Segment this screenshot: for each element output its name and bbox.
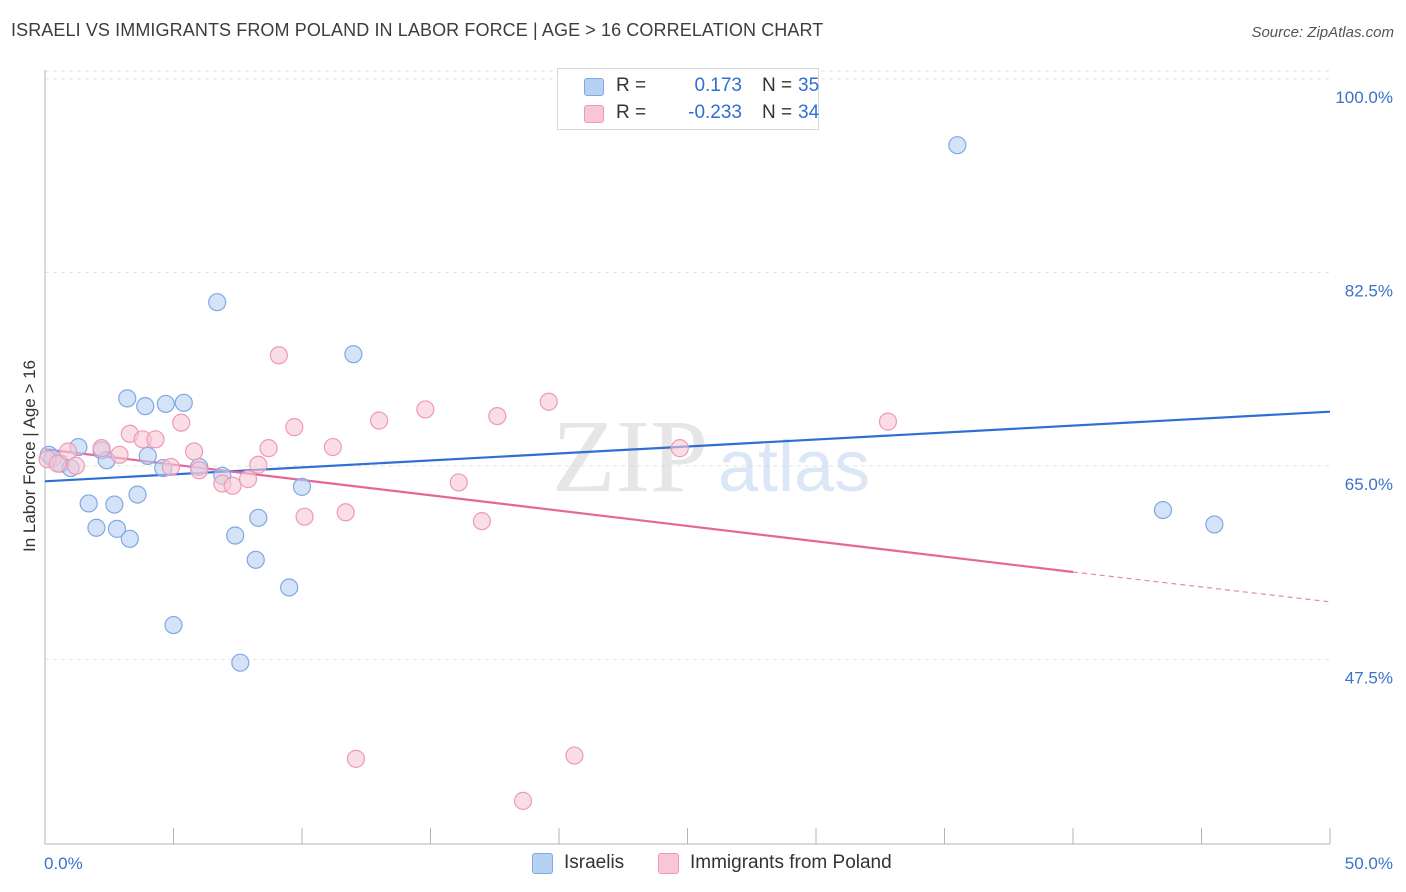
n-label: N = — [762, 75, 793, 96]
poland-point — [48, 454, 67, 473]
israelis-swatch — [532, 853, 553, 874]
poland-point — [66, 456, 85, 475]
poland-point — [565, 746, 584, 765]
poland-point — [146, 430, 165, 449]
poland-point — [285, 418, 304, 437]
israelis-point — [128, 485, 147, 504]
israelis-point — [120, 529, 139, 548]
poland-point — [323, 437, 342, 457]
israelis-point — [344, 345, 363, 364]
israelis-point — [226, 526, 245, 545]
poland-point — [190, 461, 209, 480]
source-credit: Source: ZipAtlas.com — [1251, 24, 1394, 41]
legend-label: Israelis — [564, 852, 625, 873]
poland-point — [259, 439, 278, 458]
correlation-legend: R = 0.173 N = 35 R = -0.233 N = 34 — [557, 68, 819, 130]
r-value: 0.173 — [694, 75, 742, 96]
r-label: R = — [616, 102, 647, 123]
y-tick-label: 100.0% — [1335, 88, 1393, 107]
poland-point — [269, 346, 288, 365]
poland-point — [161, 457, 181, 477]
poland-trend-line-extrapolated — [1072, 571, 1331, 603]
tick-labels: 47.5% 65.0% 82.5% 100.0% 0.0% 50.0% — [44, 88, 1393, 873]
legend-label: Immigrants from Poland — [690, 852, 892, 873]
israelis-point — [948, 136, 967, 155]
israelis-point — [107, 519, 127, 538]
poland-point — [416, 400, 435, 419]
poland-point — [59, 442, 78, 461]
poland-point — [449, 473, 468, 492]
watermark-zip: ZIP — [552, 399, 708, 514]
poland-swatch — [658, 853, 679, 874]
israelis-point — [87, 518, 106, 537]
poland-swatch — [584, 105, 604, 123]
n-label: N = — [762, 102, 793, 123]
israelis-point — [174, 393, 193, 412]
israelis-point — [1153, 500, 1173, 520]
israelis-point — [79, 494, 98, 513]
poland-point — [878, 412, 898, 431]
x-tick-label: 50.0% — [1345, 854, 1393, 873]
poland-point — [172, 413, 191, 432]
y-tick-label: 65.0% — [1345, 475, 1393, 494]
watermark: ZIP atlas — [552, 399, 870, 514]
israelis-swatch — [584, 78, 604, 96]
r-label: R = — [616, 75, 647, 96]
israelis-point — [292, 477, 312, 496]
poland-point — [513, 791, 533, 810]
israelis-point — [156, 394, 175, 414]
y-axis-label: In Labor Force | Age > 16 — [20, 360, 39, 552]
poland-point — [110, 445, 129, 464]
data-points — [38, 136, 1224, 810]
poland-point — [346, 749, 366, 768]
israelis-point — [138, 446, 157, 465]
israelis-point — [136, 397, 155, 416]
poland-point — [92, 439, 111, 458]
israelis-point — [231, 653, 250, 672]
israelis-point — [249, 508, 268, 527]
chart-title: ISRAELI VS IMMIGRANTS FROM POLAND IN LAB… — [11, 20, 824, 40]
israelis-point — [1205, 515, 1224, 534]
poland-point — [488, 406, 507, 426]
poland-point — [238, 470, 258, 489]
r-value: -0.233 — [688, 102, 742, 123]
israelis-point — [164, 615, 183, 635]
poland-point — [539, 392, 558, 411]
poland-point — [184, 442, 204, 461]
x-tick-label: 0.0% — [44, 854, 83, 873]
gridlines — [45, 70, 1330, 660]
poland-point — [670, 439, 689, 458]
poland-point — [249, 455, 268, 474]
israelis-point — [246, 550, 265, 569]
n-value: 35 — [798, 75, 820, 96]
n-value: 34 — [798, 102, 820, 123]
watermark-atlas: atlas — [718, 427, 870, 507]
israelis-point — [208, 293, 227, 312]
poland-point — [223, 476, 242, 495]
poland-point — [472, 512, 491, 531]
y-tick-label: 82.5% — [1345, 281, 1393, 300]
israelis-point — [105, 495, 124, 514]
israelis-point — [280, 578, 299, 597]
poland-point — [295, 507, 314, 526]
y-tick-label: 47.5% — [1345, 668, 1393, 687]
israelis-point — [118, 389, 137, 408]
poland-point — [336, 503, 355, 522]
poland-point — [370, 411, 389, 430]
